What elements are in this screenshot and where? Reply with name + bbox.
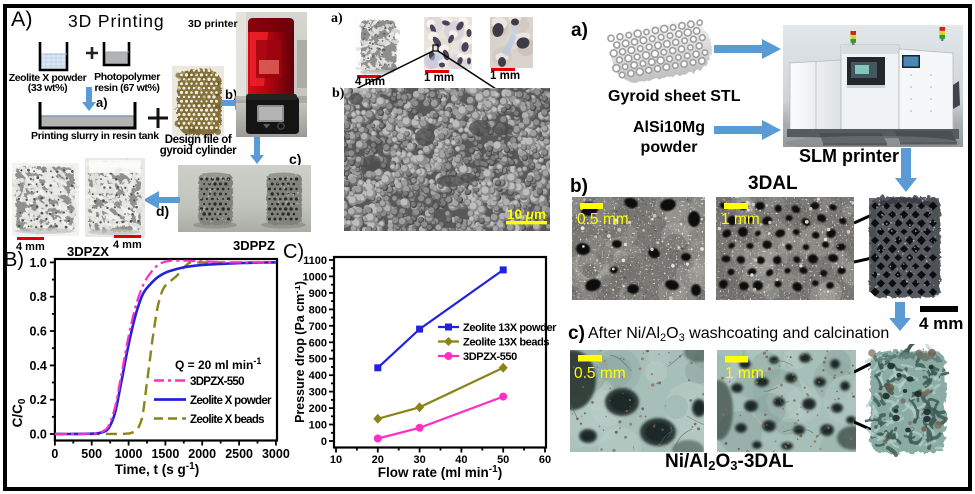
svg-text:1 mm: 1 mm bbox=[721, 211, 760, 228]
svg-text:800: 800 bbox=[309, 304, 327, 316]
svg-text:100: 100 bbox=[309, 420, 327, 432]
svg-text:300: 300 bbox=[309, 387, 327, 399]
svg-text:2500: 2500 bbox=[225, 447, 253, 461]
svg-text:2000: 2000 bbox=[188, 447, 216, 461]
svg-text:60: 60 bbox=[539, 454, 551, 466]
svg-text:400: 400 bbox=[309, 370, 327, 382]
svg-text:1000: 1000 bbox=[115, 447, 143, 461]
svg-text:C/C0: C/C0 bbox=[10, 398, 28, 427]
svg-text:40: 40 bbox=[455, 454, 467, 466]
svg-text:0.5 mm: 0.5 mm bbox=[577, 211, 629, 228]
svg-text:1100: 1100 bbox=[303, 255, 327, 267]
svg-text:Zeolite 13X beads: Zeolite 13X beads bbox=[463, 337, 549, 349]
svg-text:0.4: 0.4 bbox=[30, 359, 47, 373]
svg-text:1500: 1500 bbox=[151, 447, 179, 461]
svg-text:30: 30 bbox=[413, 454, 425, 466]
svg-text:Zeolite 13X powder: Zeolite 13X powder bbox=[463, 322, 557, 334]
svg-text:700: 700 bbox=[309, 321, 327, 333]
svg-text:1000: 1000 bbox=[303, 271, 327, 283]
svg-text:3000: 3000 bbox=[262, 447, 290, 461]
svg-text:Zeolite X beads: Zeolite X beads bbox=[190, 414, 264, 426]
svg-text:0.5 mm: 0.5 mm bbox=[574, 365, 626, 382]
svg-text:500: 500 bbox=[81, 447, 102, 461]
svg-text:0: 0 bbox=[321, 436, 327, 448]
svg-text:3DPZX-550: 3DPZX-550 bbox=[190, 376, 244, 388]
svg-text:Flow rate (ml min-1): Flow rate (ml min-1) bbox=[378, 464, 502, 480]
svg-text:Pressure drop (Pa cm-1): Pressure drop (Pa cm-1) bbox=[295, 281, 307, 423]
svg-text:Zeolite X powder: Zeolite X powder bbox=[190, 395, 272, 407]
svg-text:900: 900 bbox=[309, 288, 327, 300]
svg-text:600: 600 bbox=[309, 337, 327, 349]
svg-text:500: 500 bbox=[309, 354, 327, 366]
svg-text:0.0: 0.0 bbox=[30, 428, 47, 442]
svg-text:Q = 20 ml min-1: Q = 20 ml min-1 bbox=[175, 356, 261, 372]
svg-text:0: 0 bbox=[51, 447, 58, 461]
svg-text:0.2: 0.2 bbox=[30, 393, 47, 407]
svg-text:3DPZX-550: 3DPZX-550 bbox=[463, 351, 517, 363]
svg-text:10: 10 bbox=[330, 454, 342, 466]
svg-text:1.0: 1.0 bbox=[30, 256, 47, 270]
svg-text:Time, t (s g-1): Time, t (s g-1) bbox=[115, 461, 199, 477]
svg-text:0.8: 0.8 bbox=[30, 290, 47, 304]
svg-text:1 mm: 1 mm bbox=[725, 365, 764, 382]
svg-text:10 μm: 10 μm bbox=[507, 207, 546, 222]
svg-text:50: 50 bbox=[497, 454, 509, 466]
svg-text:0.6: 0.6 bbox=[30, 325, 47, 339]
svg-text:20: 20 bbox=[372, 454, 384, 466]
svg-text:200: 200 bbox=[309, 403, 327, 415]
